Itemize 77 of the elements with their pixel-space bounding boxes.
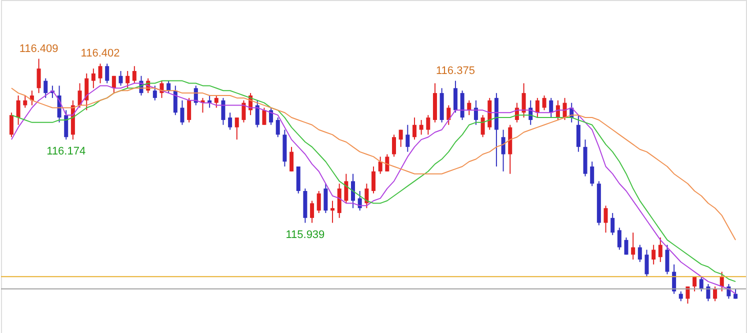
candlestick (324, 183, 328, 214)
candlestick (652, 244, 656, 265)
candlestick (590, 161, 594, 187)
candlestick (665, 244, 670, 275)
candlestick (290, 146, 294, 172)
candlestick (152, 85, 157, 101)
candlestick (624, 237, 628, 256)
candlestick (604, 205, 608, 234)
candlestick (617, 227, 622, 250)
candlestick (446, 104, 451, 126)
candlestick (234, 117, 239, 140)
candlestick (678, 290, 683, 302)
candlestick (720, 271, 724, 292)
candlestick (228, 112, 232, 130)
candlestick (453, 80, 458, 114)
candlestick (638, 244, 642, 262)
candlestick (542, 94, 546, 111)
candlestick (692, 276, 697, 292)
candlestick (535, 97, 540, 118)
annotation: 116.409 (19, 42, 58, 55)
candlestick (480, 114, 485, 138)
candlestick (173, 85, 178, 116)
candlestick (501, 129, 506, 172)
candlestick (426, 114, 430, 136)
candlestick (118, 70, 123, 86)
candlestick (658, 237, 662, 262)
candlestick (187, 97, 192, 123)
candlestick (351, 173, 356, 209)
candlestick (242, 100, 246, 123)
candlestick (713, 286, 718, 302)
candlestick (474, 100, 478, 126)
candlestick (378, 156, 382, 174)
candlestick (576, 114, 580, 152)
candlestick (419, 119, 424, 136)
candlestick (385, 154, 390, 172)
candlestick (180, 100, 184, 126)
candlestick (406, 124, 410, 152)
candlestick (36, 58, 41, 94)
candlestick (412, 117, 416, 140)
candlestick (132, 66, 136, 84)
candlestick (112, 75, 116, 94)
annotation: 115.939 (286, 228, 325, 241)
candlestick (344, 173, 348, 204)
candlestick (64, 110, 68, 140)
candlestick (392, 134, 396, 158)
candlestick (16, 94, 20, 126)
candlestick (23, 94, 28, 108)
candlestick (214, 94, 218, 108)
candlestick (610, 212, 615, 236)
annotation: 116.402 (80, 48, 120, 60)
candlestick (706, 284, 710, 302)
candlestick (330, 200, 335, 224)
candlestick (644, 249, 649, 278)
candlestick (126, 70, 130, 89)
annotation: 116.174 (46, 146, 86, 158)
annotation: 116.375 (436, 64, 475, 77)
candlestick (98, 63, 102, 84)
candlestick (78, 82, 82, 108)
candlestick (549, 97, 554, 118)
candlestick (316, 190, 321, 214)
candlestick (372, 166, 376, 194)
candlestick (364, 183, 369, 209)
candlestick (91, 68, 96, 89)
candlestick (631, 232, 636, 260)
candlestick (255, 100, 260, 128)
candlestick (9, 112, 14, 138)
candlestick (44, 78, 48, 98)
candlestick (699, 276, 704, 292)
candlestick (276, 117, 280, 138)
candlestick (398, 129, 403, 148)
candlestick (310, 200, 314, 224)
candlestick (221, 97, 226, 126)
candlestick (84, 72, 89, 111)
candlestick (105, 63, 110, 84)
candlestick (269, 107, 274, 126)
candlestick (262, 107, 266, 126)
candlestick (522, 82, 526, 118)
